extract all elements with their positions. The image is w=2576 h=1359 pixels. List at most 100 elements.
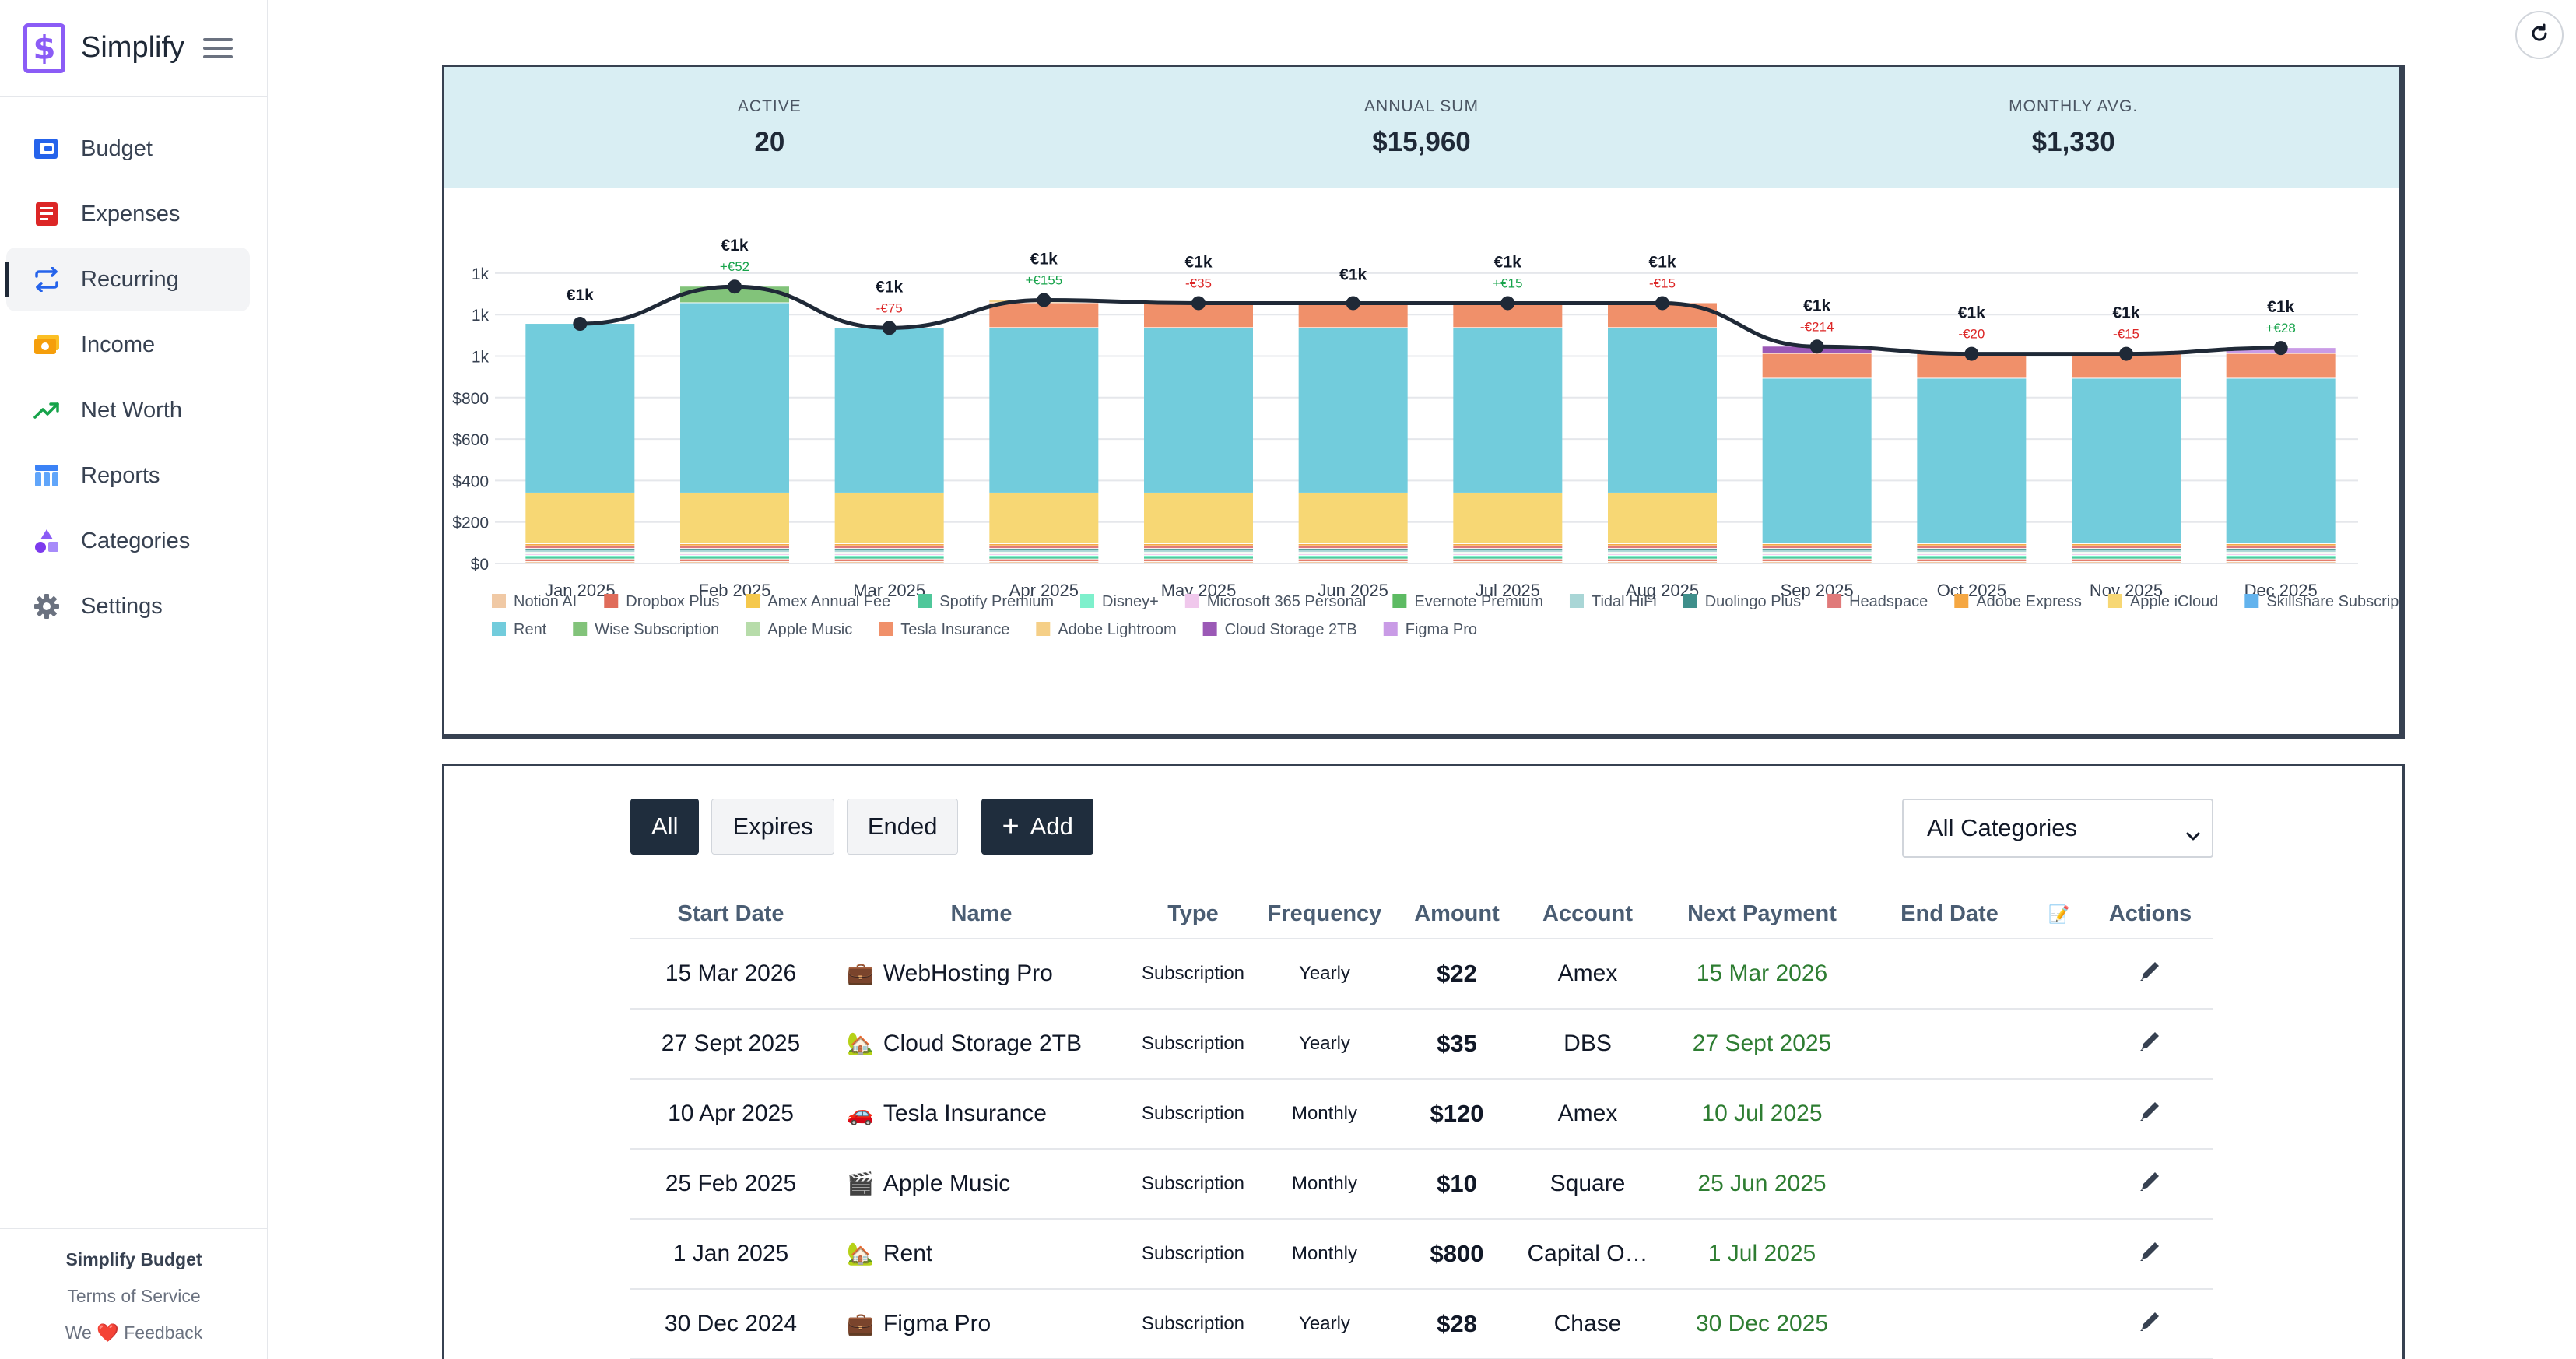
cell-next-payment: 15 Mar 2026 <box>1656 939 1868 1010</box>
add-label: Add <box>1030 813 1073 840</box>
legend-swatch <box>1827 594 1842 608</box>
filter-expires-button[interactable]: Expires <box>711 799 834 855</box>
cell-actions <box>2087 1149 2213 1220</box>
cell-next-payment: 30 Dec 2025 <box>1656 1289 1868 1359</box>
bar-segment <box>525 549 635 550</box>
total-data-label: €1k <box>1958 304 1985 322</box>
legend-label: Adobe Lightroom <box>1058 621 1176 638</box>
category-emoji-icon: 💼 <box>847 1312 874 1336</box>
edit-pencil-icon[interactable] <box>2137 1027 2164 1054</box>
table-row[interactable]: 1 Jan 2025 🏡 Rent Subscription Monthly $800 Ca… <box>630 1219 2213 1290</box>
bar-segment <box>525 561 635 563</box>
sidebar-footer: Simplify Budget Terms of Service We ❤️ F… <box>0 1228 268 1359</box>
bar-segment <box>834 561 944 563</box>
heart-icon: ❤️ <box>97 1322 119 1343</box>
stat-monthly-avg: MONTHLY AVG. $1,330 <box>1747 67 2399 188</box>
sidebar-item-expenses[interactable]: Expenses <box>6 182 250 246</box>
bar-segment <box>989 554 1099 555</box>
x-tick-label: Oct 2025 <box>1937 581 2006 600</box>
bar-segment <box>1144 559 1253 561</box>
feedback-link[interactable]: We ❤️ Feedback <box>0 1322 268 1343</box>
bar-segment <box>2072 557 2181 559</box>
header-end-date[interactable]: End Date <box>1868 890 2031 939</box>
refresh-button[interactable] <box>2515 11 2564 59</box>
category-select[interactable]: All Categories <box>1902 799 2213 858</box>
header-start-date[interactable]: Start Date <box>630 890 831 939</box>
bar-segment <box>1453 557 1563 559</box>
edit-pencil-icon[interactable] <box>2137 1097 2164 1124</box>
brand-header: $ Simplify <box>0 0 267 97</box>
sidebar-item-reports[interactable]: Reports <box>6 444 250 507</box>
header-type[interactable]: Type <box>1132 890 1255 939</box>
bar-segment <box>1298 559 1408 561</box>
total-data-label: €1k <box>1030 250 1058 268</box>
sidebar-item-recurring[interactable]: Recurring <box>5 248 250 311</box>
edit-pencil-icon[interactable] <box>2137 1308 2164 1334</box>
hamburger-menu-icon[interactable] <box>203 37 233 58</box>
cell-name: 💼 WebHosting Pro <box>831 939 1132 1010</box>
y-tick-label: $200 <box>452 514 489 532</box>
terms-link[interactable]: Terms of Service <box>67 1286 201 1306</box>
feedback-prefix: We <box>65 1322 92 1343</box>
cell-account: Capital O… <box>1519 1219 1656 1290</box>
filter-buttons: All Expires Ended + Add <box>630 799 1093 855</box>
sidebar-item-income[interactable]: Income <box>6 313 250 377</box>
total-point <box>1809 339 1824 354</box>
add-recurring-button[interactable]: + Add <box>981 799 1093 855</box>
sidebar-item-label: Recurring <box>81 266 179 292</box>
legend-label: Apple Music <box>767 621 852 638</box>
legend-swatch <box>2244 594 2259 608</box>
filter-ended-button[interactable]: Ended <box>846 799 959 855</box>
bar-segment <box>1608 559 1717 561</box>
legend-swatch <box>879 622 893 636</box>
legend-label: Notion AI <box>514 593 577 610</box>
sidebar-item-categories[interactable]: Categories <box>6 509 250 573</box>
sidebar-item-net-worth[interactable]: Net Worth <box>6 378 250 442</box>
cell-frequency: Monthly <box>1255 1219 1395 1290</box>
edit-pencil-icon[interactable] <box>2137 957 2164 984</box>
sidebar-item-budget[interactable]: Budget <box>6 117 250 181</box>
legend-swatch <box>492 622 506 636</box>
legend-swatch <box>1184 594 1199 608</box>
table-row[interactable]: 27 Sept 2025 🏡 Cloud Storage 2TB Subscripti… <box>630 1009 2213 1080</box>
bar-segment <box>680 493 789 544</box>
bar-segment <box>2226 378 2336 544</box>
table-row[interactable]: 25 Feb 2025 🎬 Apple Music Subscription Month… <box>630 1149 2213 1220</box>
cell-name: 🏡 Rent <box>831 1219 1132 1290</box>
bar-segment <box>1762 557 1872 559</box>
legend-label: Tidal HiFi <box>1592 593 1657 610</box>
filter-all-button[interactable]: All <box>630 799 700 855</box>
bar-segment <box>680 544 789 546</box>
y-tick-label: 1k <box>472 307 490 325</box>
chart-container: $0 $200 $400 $600 $800 1k 1k 1k Jan 2025 Feb 2025… <box>444 202 2423 732</box>
cell-notes <box>2031 1219 2087 1290</box>
table-row[interactable]: 15 Mar 2026 💼 WebHosting Pro Subscription Ye… <box>630 939 2213 1010</box>
stat-value: $1,330 <box>2031 127 2115 157</box>
bar-segment <box>1298 550 1408 552</box>
x-tick-label: Mar 2025 <box>853 581 925 600</box>
bar-segment <box>1298 557 1408 559</box>
total-point <box>882 321 897 335</box>
brand-logo-icon[interactable]: $ <box>23 23 65 73</box>
edit-pencil-icon[interactable] <box>2137 1238 2164 1264</box>
bar-segment <box>680 555 789 557</box>
header-name[interactable]: Name <box>831 890 1132 939</box>
total-point <box>1191 296 1206 311</box>
sidebar-item-settings[interactable]: Settings <box>6 574 250 638</box>
category-emoji-icon: 🏡 <box>847 1241 874 1266</box>
table-row[interactable]: 30 Dec 2024 💼 Figma Pro Subscription Yearly $… <box>630 1289 2213 1359</box>
table-row[interactable]: 10 Apr 2025 🚗 Tesla Insurance Subscription M… <box>630 1079 2213 1150</box>
refresh-icon <box>2529 23 2550 47</box>
edit-pencil-icon[interactable] <box>2137 1168 2164 1194</box>
header-frequency[interactable]: Frequency <box>1255 890 1395 939</box>
legend-label: Rent <box>514 621 547 638</box>
header-next-payment[interactable]: Next Payment <box>1656 890 1868 939</box>
x-tick-label: Nov 2025 <box>2090 581 2163 600</box>
bar-segment <box>989 544 1099 546</box>
header-account[interactable]: Account <box>1519 890 1656 939</box>
bar-segment <box>1917 549 2027 550</box>
y-tick-label: $400 <box>452 472 489 490</box>
header-amount[interactable]: Amount <box>1395 890 1519 939</box>
legend-label: Dropbox Plus <box>626 593 719 610</box>
main-nav: Budget Expenses Recurring Income Net Wor… <box>0 97 267 638</box>
